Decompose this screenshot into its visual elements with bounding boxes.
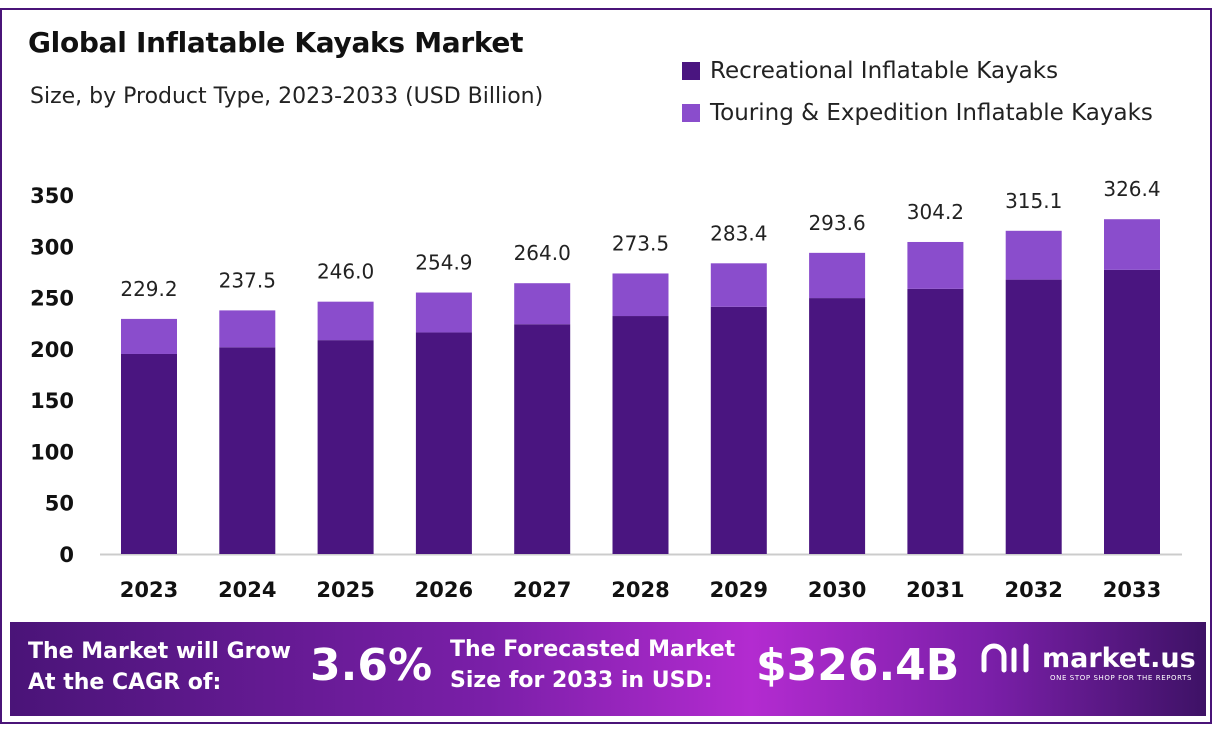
y-tick-label: 350 xyxy=(30,184,74,208)
bar-touring xyxy=(1005,230,1062,280)
brand-logo: market.us xyxy=(980,640,1196,676)
x-tick-label: 2032 xyxy=(1004,578,1062,602)
bar-recreational xyxy=(121,353,177,554)
chart-legend: Recreational Inflatable Kayaks Touring &… xyxy=(682,50,1153,134)
chart-frame xyxy=(0,8,1212,724)
legend-item-touring: Touring & Expedition Inflatable Kayaks xyxy=(682,92,1153,134)
x-tick-label: 2031 xyxy=(906,578,964,602)
brand-name: market.us xyxy=(1042,642,1196,674)
bar-recreational xyxy=(219,347,276,554)
bar-recreational xyxy=(907,288,964,554)
bar-total-label: 254.9 xyxy=(415,251,472,275)
bar-touring xyxy=(612,273,669,317)
legend-swatch-touring xyxy=(682,104,700,122)
bar-total-label: 229.2 xyxy=(120,277,177,301)
bar-touring xyxy=(317,301,374,341)
y-tick-label: 100 xyxy=(30,440,74,464)
bar-touring xyxy=(121,318,177,354)
x-tick-label: 2030 xyxy=(808,578,866,602)
cagr-label: The Market will Grow At the CAGR of: xyxy=(28,639,291,695)
bar-total-label: 273.5 xyxy=(612,231,669,255)
chart-subtitle: Size, by Product Type, 2023-2033 (USD Bi… xyxy=(30,84,544,109)
bar-touring xyxy=(907,241,964,289)
bar-total-label: 264.0 xyxy=(514,241,571,265)
x-tick-label: 2029 xyxy=(710,578,768,602)
bar-recreational xyxy=(317,340,374,554)
bar-touring xyxy=(219,310,276,348)
bar-recreational xyxy=(415,332,472,554)
bar-touring xyxy=(415,292,472,333)
x-tick-label: 2028 xyxy=(611,578,669,602)
bar-recreational xyxy=(710,306,767,554)
bar-recreational xyxy=(612,316,669,554)
x-tick-label: 2023 xyxy=(120,578,178,602)
chart-title: Global Inflatable Kayaks Market xyxy=(28,26,524,59)
x-tick-label: 2027 xyxy=(513,578,571,602)
bar-touring xyxy=(710,263,767,307)
y-tick-label: 200 xyxy=(30,338,74,362)
footer-banner: The Market will Grow At the CAGR of: 3.6… xyxy=(10,622,1206,716)
bar-recreational xyxy=(1104,269,1160,554)
y-tick-label: 50 xyxy=(45,492,74,516)
bar-recreational xyxy=(1005,279,1062,554)
legend-swatch-recreational xyxy=(682,62,700,80)
bar-total-label: 315.1 xyxy=(1005,189,1062,213)
bar-total-label: 326.4 xyxy=(1103,177,1160,201)
bar-touring xyxy=(514,283,571,325)
legend-label-recreational: Recreational Inflatable Kayaks xyxy=(710,58,1059,84)
bar-total-label: 304.2 xyxy=(907,200,964,224)
bar-touring xyxy=(1104,219,1160,270)
x-tick-label: 2024 xyxy=(218,578,276,602)
bar-touring xyxy=(809,252,866,299)
forecast-value: $326.4B xyxy=(756,640,960,691)
market-us-logo-icon xyxy=(981,643,1029,673)
bar-recreational xyxy=(514,324,571,554)
bar-total-label: 237.5 xyxy=(219,268,276,292)
bar-total-label: 293.6 xyxy=(808,211,865,235)
bar-recreational xyxy=(809,298,866,554)
bar-total-label: 283.4 xyxy=(710,221,767,245)
bar-total-label: 246.0 xyxy=(317,260,374,284)
legend-item-recreational: Recreational Inflatable Kayaks xyxy=(682,50,1153,92)
brand-tagline: ONE STOP SHOP FOR THE REPORTS xyxy=(1050,674,1193,682)
y-tick-label: 300 xyxy=(30,235,74,259)
y-tick-label: 150 xyxy=(30,389,74,413)
legend-label-touring: Touring & Expedition Inflatable Kayaks xyxy=(710,100,1153,126)
x-tick-label: 2025 xyxy=(316,578,374,602)
y-tick-label: 250 xyxy=(30,287,74,311)
forecast-label: The Forecasted Market Size for 2033 in U… xyxy=(450,637,736,693)
x-tick-label: 2026 xyxy=(415,578,473,602)
x-tick-label: 2033 xyxy=(1103,578,1161,602)
cagr-value: 3.6% xyxy=(310,640,433,691)
bar-chart: 0 50 100 150 200 250 300 350 229.2 2023 237.5 2024 2… xyxy=(30,177,1182,602)
y-tick-label: 0 xyxy=(59,543,74,567)
